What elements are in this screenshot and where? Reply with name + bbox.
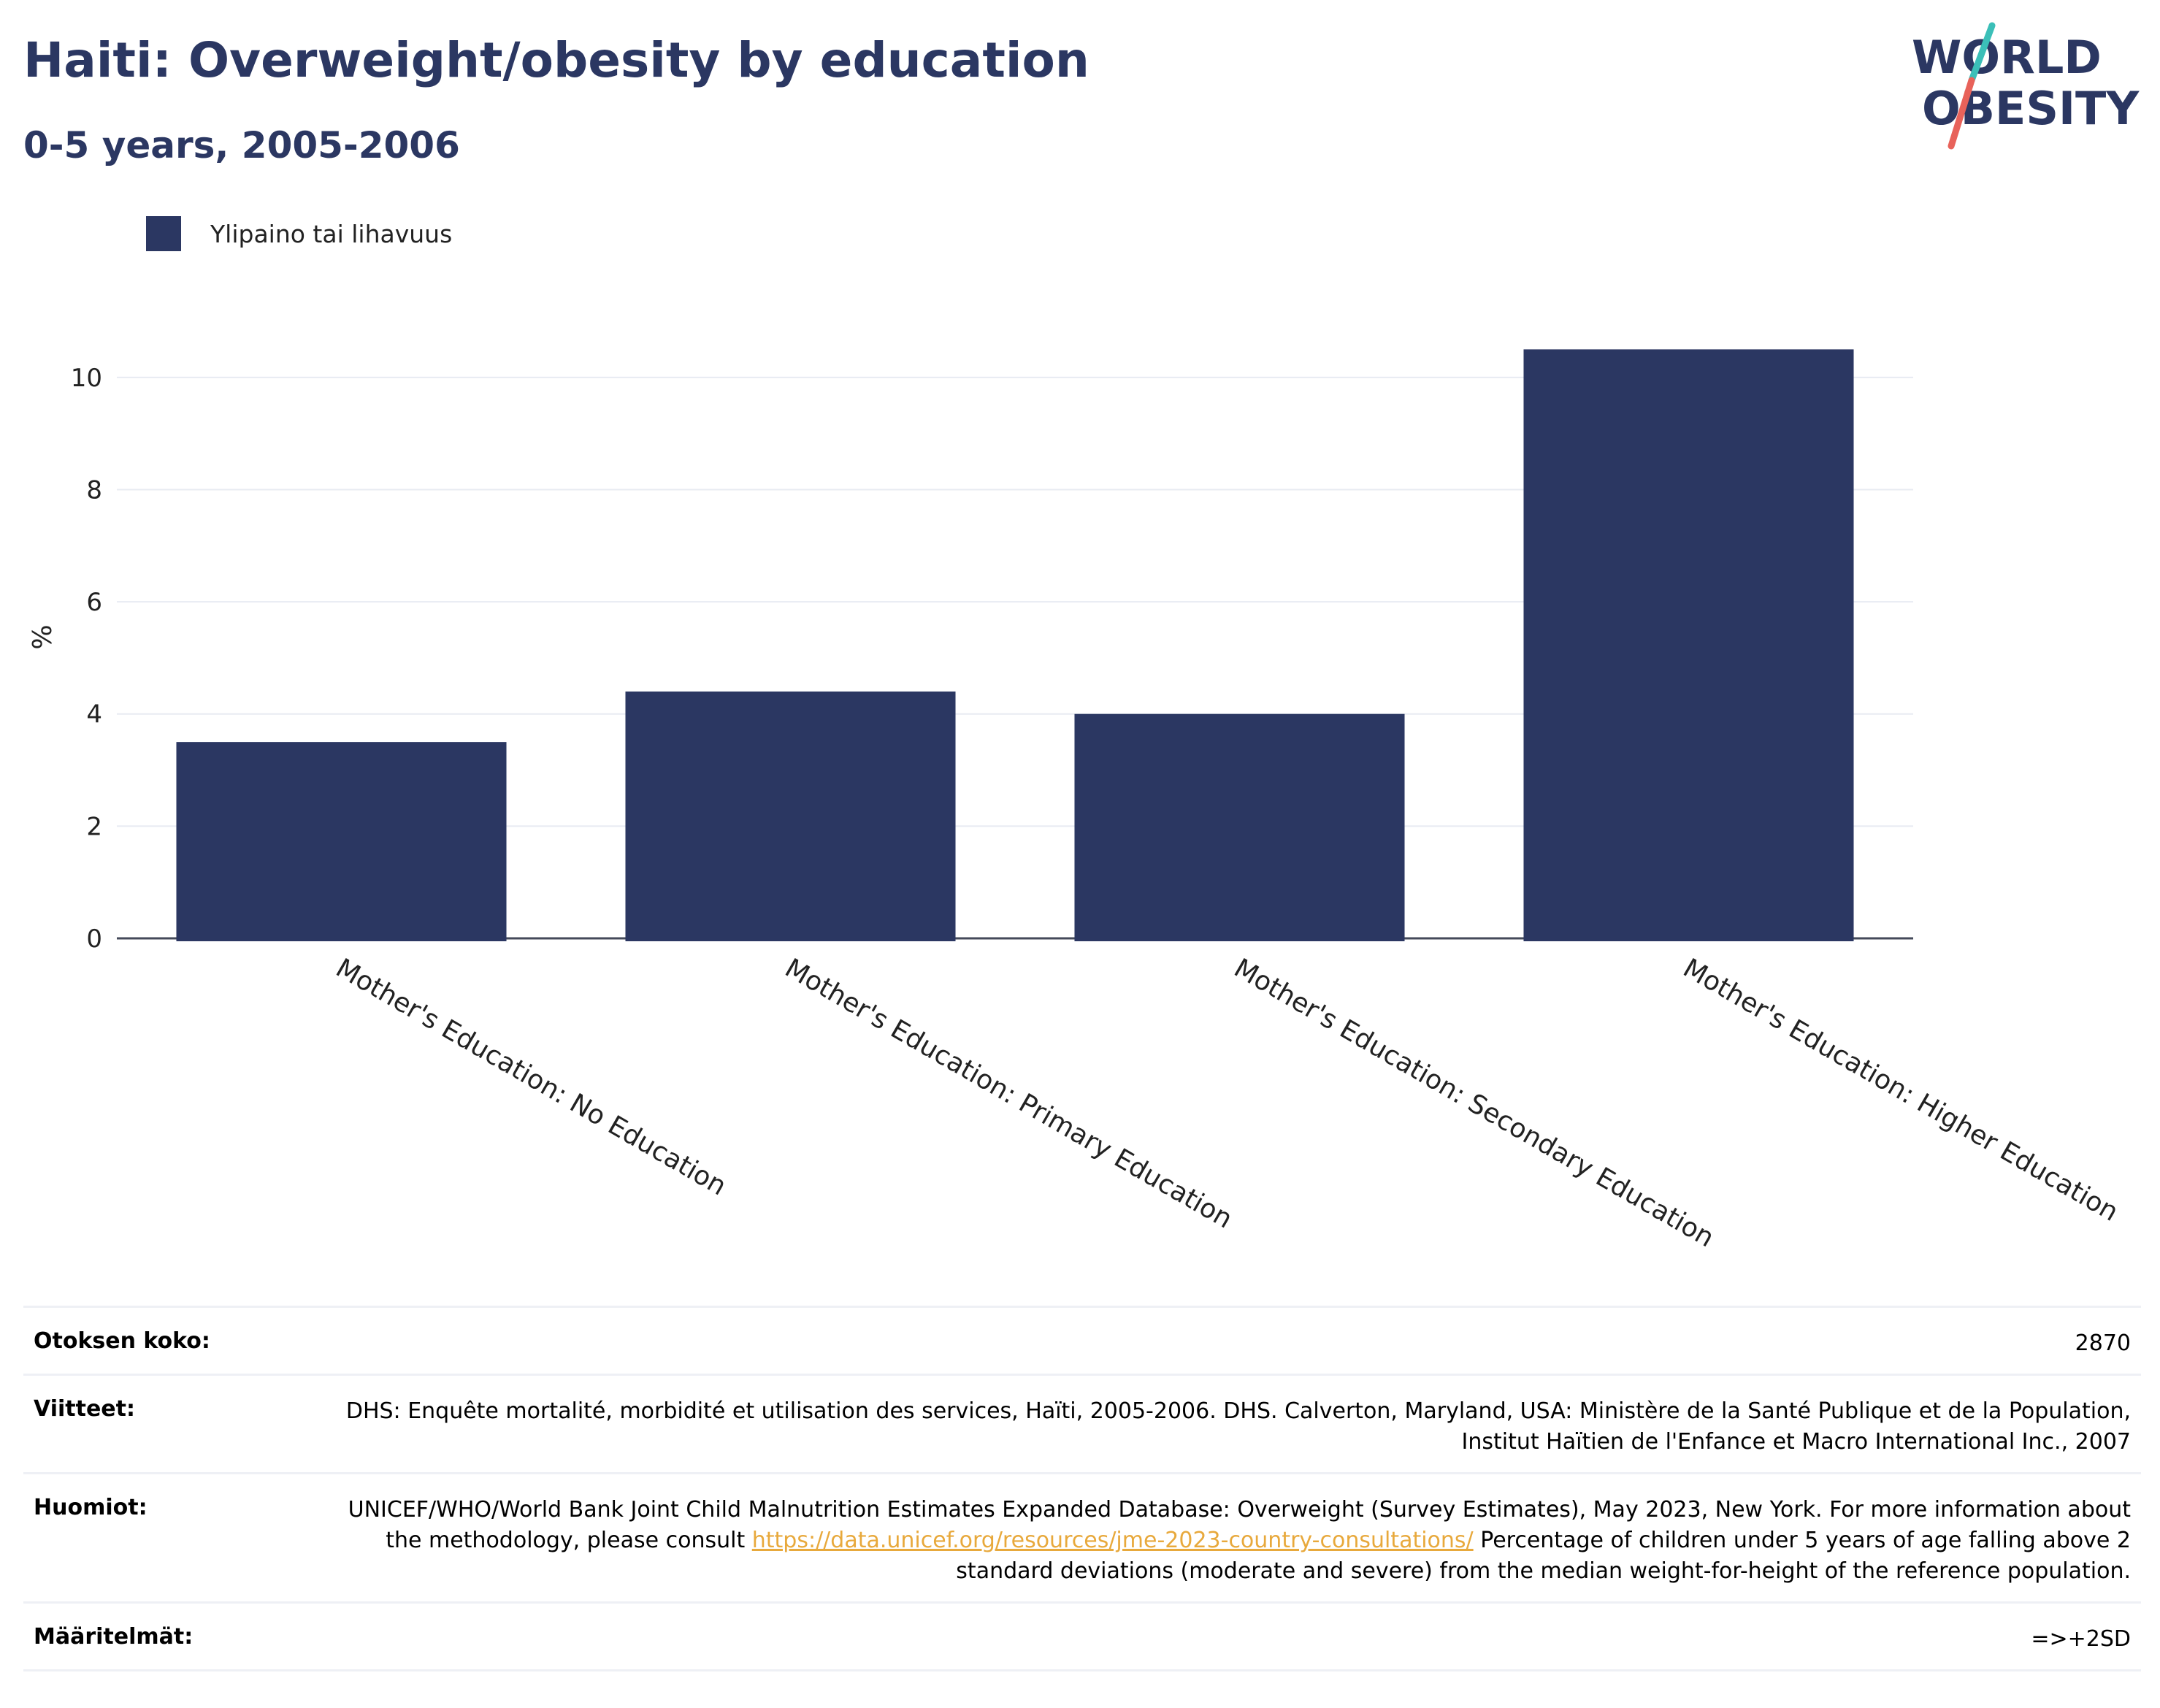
y-tick-label: 8: [86, 475, 102, 505]
bar: [625, 692, 956, 941]
logo-line1: WORLD: [1912, 31, 2102, 84]
world-obesity-logo: WORLD OBESITY: [1912, 22, 2140, 150]
x-tick-label: Mother's Education: No Education: [331, 953, 731, 1201]
meta-value: DHS: Enquête mortalité, morbidité et uti…: [345, 1398, 2131, 1455]
chart-bars: [176, 349, 1854, 942]
page-title: Haiti: Overweight/obesity by education: [23, 32, 1089, 88]
x-axis-ticks: Mother's Education: No Education Mother's…: [331, 953, 2123, 1253]
y-tick-label: 10: [71, 364, 102, 393]
bar-chart: 0 2 4 6 8 10 Mother's Education: No Education…: [28, 349, 2123, 1253]
logo-slash-coral: [1948, 77, 1975, 150]
page-subtitle: 0-5 years, 2005-2006: [23, 124, 460, 166]
logo-slash-teal: [1968, 22, 1996, 84]
meta-value: =>+2SD: [2031, 1626, 2131, 1652]
y-tick-label: 0: [86, 924, 102, 954]
x-tick-label: Mother's Education: Secondary Education: [1229, 953, 1719, 1253]
y-tick-label: 6: [86, 588, 102, 617]
bar: [1523, 349, 1854, 942]
meta-value: UNICEF/WHO/World Bank Joint Child Malnut…: [326, 1495, 2131, 1587]
y-axis-label: %: [28, 624, 58, 649]
chart-legend[interactable]: Ylipaino tai lihavuus: [146, 216, 452, 251]
meta-value: 2870: [2075, 1330, 2131, 1356]
meta-key: Huomiot:: [34, 1495, 148, 1520]
notes-text-after: Percentage of children under 5 years of …: [956, 1528, 2131, 1584]
metadata-table: Otoksen koko: 2870 Viitteet: DHS: Enquêt…: [23, 1306, 2141, 1671]
meta-row-references: Viitteet: DHS: Enquête mortalité, morbid…: [23, 1374, 2141, 1472]
legend-label: Ylipaino tai lihavuus: [210, 219, 453, 248]
meta-row-sample-size: Otoksen koko: 2870: [23, 1306, 2141, 1374]
bar: [176, 742, 507, 941]
y-tick-label: 4: [86, 700, 102, 729]
x-tick-label: Mother's Education: Primary Education: [780, 953, 1237, 1234]
meta-row-definitions: Määritelmät: =>+2SD: [23, 1601, 2141, 1671]
meta-key: Määritelmät:: [34, 1624, 194, 1650]
meta-row-notes: Huomiot: UNICEF/WHO/World Bank Joint Chi…: [23, 1472, 2141, 1601]
notes-text-before: UNICEF/WHO/World Bank Joint Child Malnut…: [348, 1497, 2131, 1553]
legend-swatch: [146, 216, 181, 251]
x-tick-label: Mother's Education: Higher Education: [1678, 953, 2123, 1228]
methodology-link[interactable]: https://data.unicef.org/resources/jme-20…: [751, 1528, 1474, 1553]
meta-key: Otoksen koko:: [34, 1328, 210, 1354]
y-axis-ticks: 0 2 4 6 8 10: [71, 364, 102, 954]
y-tick-label: 2: [86, 812, 102, 841]
bar: [1074, 713, 1405, 941]
meta-key: Viitteet:: [34, 1396, 135, 1422]
